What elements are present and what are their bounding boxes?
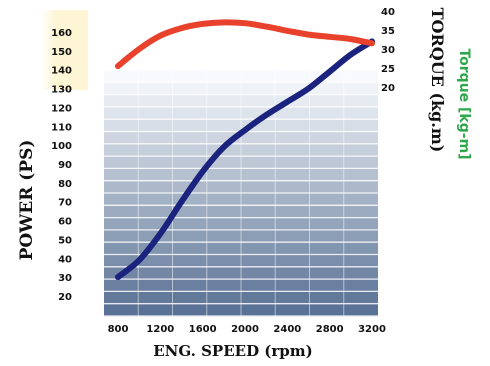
x-axis-tick-label: 1200	[146, 324, 174, 335]
y-axis-left-title: POWER (PS)	[17, 140, 37, 261]
left-axis-tick-label: 150	[51, 47, 72, 58]
right-axis-tick-label: 20	[381, 83, 395, 94]
left-axis-tick-label: 70	[58, 198, 72, 209]
left-axis-tick-label: 140	[51, 66, 72, 77]
left-axis-tick-label: 160	[51, 28, 72, 39]
yellow-accent-panel	[40, 10, 88, 90]
right-axis-tick-label: 35	[381, 26, 395, 37]
grid-lines	[104, 69, 378, 317]
x-axis-tick-label: 2000	[231, 324, 259, 335]
left-axis-ticks: 20 30 40 50 60 70 80 90 100 110 120 130 140 150 160	[51, 28, 72, 303]
y-axis-right-title: TORQUE (kg.m)	[428, 8, 447, 153]
x-axis-tick-label: 800	[108, 324, 129, 335]
left-axis-tick-label: 120	[51, 103, 72, 114]
torque-curve	[115, 19, 375, 70]
left-axis-tick-label: 130	[51, 85, 72, 96]
left-axis-tick-label: 80	[58, 179, 72, 190]
x-axis-tick-label: 3200	[358, 324, 386, 335]
left-axis-tick-label: 20	[58, 292, 72, 303]
left-axis-tick-label: 110	[51, 122, 72, 133]
x-axis-tick-label: 1600	[189, 324, 217, 335]
x-axis-tick-label: 2800	[316, 324, 344, 335]
x-axis-title: ENG. SPEED (rpm)	[153, 342, 313, 360]
right-axis-tick-label: 25	[381, 64, 395, 75]
power-curve	[115, 38, 375, 281]
left-axis-tick-label: 30	[58, 273, 72, 284]
left-axis-tick-label: 100	[51, 141, 72, 152]
series-lines	[115, 19, 375, 281]
x-axis-tick-label: 2400	[273, 324, 301, 335]
left-axis-tick-label: 40	[58, 254, 72, 265]
right-axis-tick-label: 40	[381, 7, 395, 18]
torque-alt-label: Torque [kg-m]	[456, 48, 472, 159]
right-axis-ticks: 20 25 30 35 40	[381, 7, 395, 94]
x-axis-ticks: 800 1200 1600 2000 2400 2800 3200	[108, 324, 386, 335]
left-axis-tick-label: 60	[58, 217, 72, 228]
left-axis-tick-label: 90	[58, 160, 72, 171]
left-axis-tick-label: 50	[58, 235, 72, 246]
right-axis-tick-label: 30	[381, 45, 395, 56]
